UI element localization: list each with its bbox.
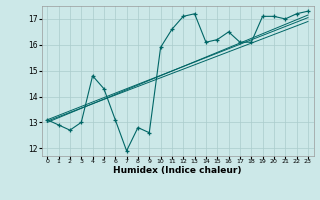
- X-axis label: Humidex (Indice chaleur): Humidex (Indice chaleur): [113, 166, 242, 175]
